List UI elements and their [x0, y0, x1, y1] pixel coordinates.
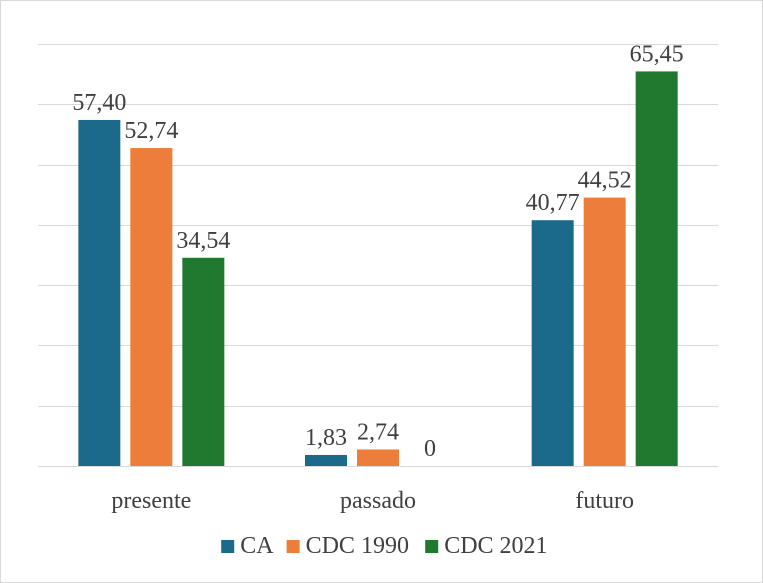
bar-ca-presente	[78, 119, 121, 467]
data-label-cdc-2021-futuro: 65,45	[630, 41, 684, 67]
category-tick-labels: presente passado futuro	[111, 488, 634, 514]
bar-cdc-1990-presente	[130, 148, 173, 466]
category-label-presente: presente	[111, 488, 191, 514]
legend: CA CDC 1990 CDC 2021	[221, 533, 548, 559]
data-label-cdc-2021-presente: 34,54	[176, 228, 230, 254]
data-label-ca-presente: 57,40	[72, 90, 126, 116]
bars	[78, 71, 678, 467]
bar-cdc-2021-presente	[182, 257, 225, 466]
legend-swatch-ca	[221, 540, 235, 553]
legend-label-cdc-1990: CDC 1990	[306, 533, 409, 559]
data-label-cdc-2021-passado: 0	[424, 436, 436, 462]
data-label-ca-passado: 1,83	[305, 425, 347, 451]
data-label-cdc-1990-passado: 2,74	[357, 419, 399, 445]
bar-ca-futuro	[531, 220, 574, 466]
legend-swatch-cdc-2021	[425, 540, 439, 553]
bar-ca-passado	[305, 454, 347, 466]
data-label-ca-futuro: 40,77	[526, 190, 580, 216]
category-label-passado: passado	[340, 488, 416, 514]
data-label-cdc-1990-futuro: 44,52	[578, 168, 632, 194]
bar-cdc-2021-futuro	[635, 71, 678, 467]
legend-label-ca: CA	[240, 533, 274, 559]
legend-label-cdc-2021: CDC 2021	[444, 533, 547, 559]
data-label-cdc-1990-presente: 52,74	[124, 118, 178, 144]
legend-swatch-cdc-1990	[286, 540, 300, 553]
category-label-futuro: futuro	[575, 488, 634, 514]
bar-cdc-1990-futuro	[583, 197, 626, 466]
bar-cdc-1990-passado	[357, 449, 399, 466]
